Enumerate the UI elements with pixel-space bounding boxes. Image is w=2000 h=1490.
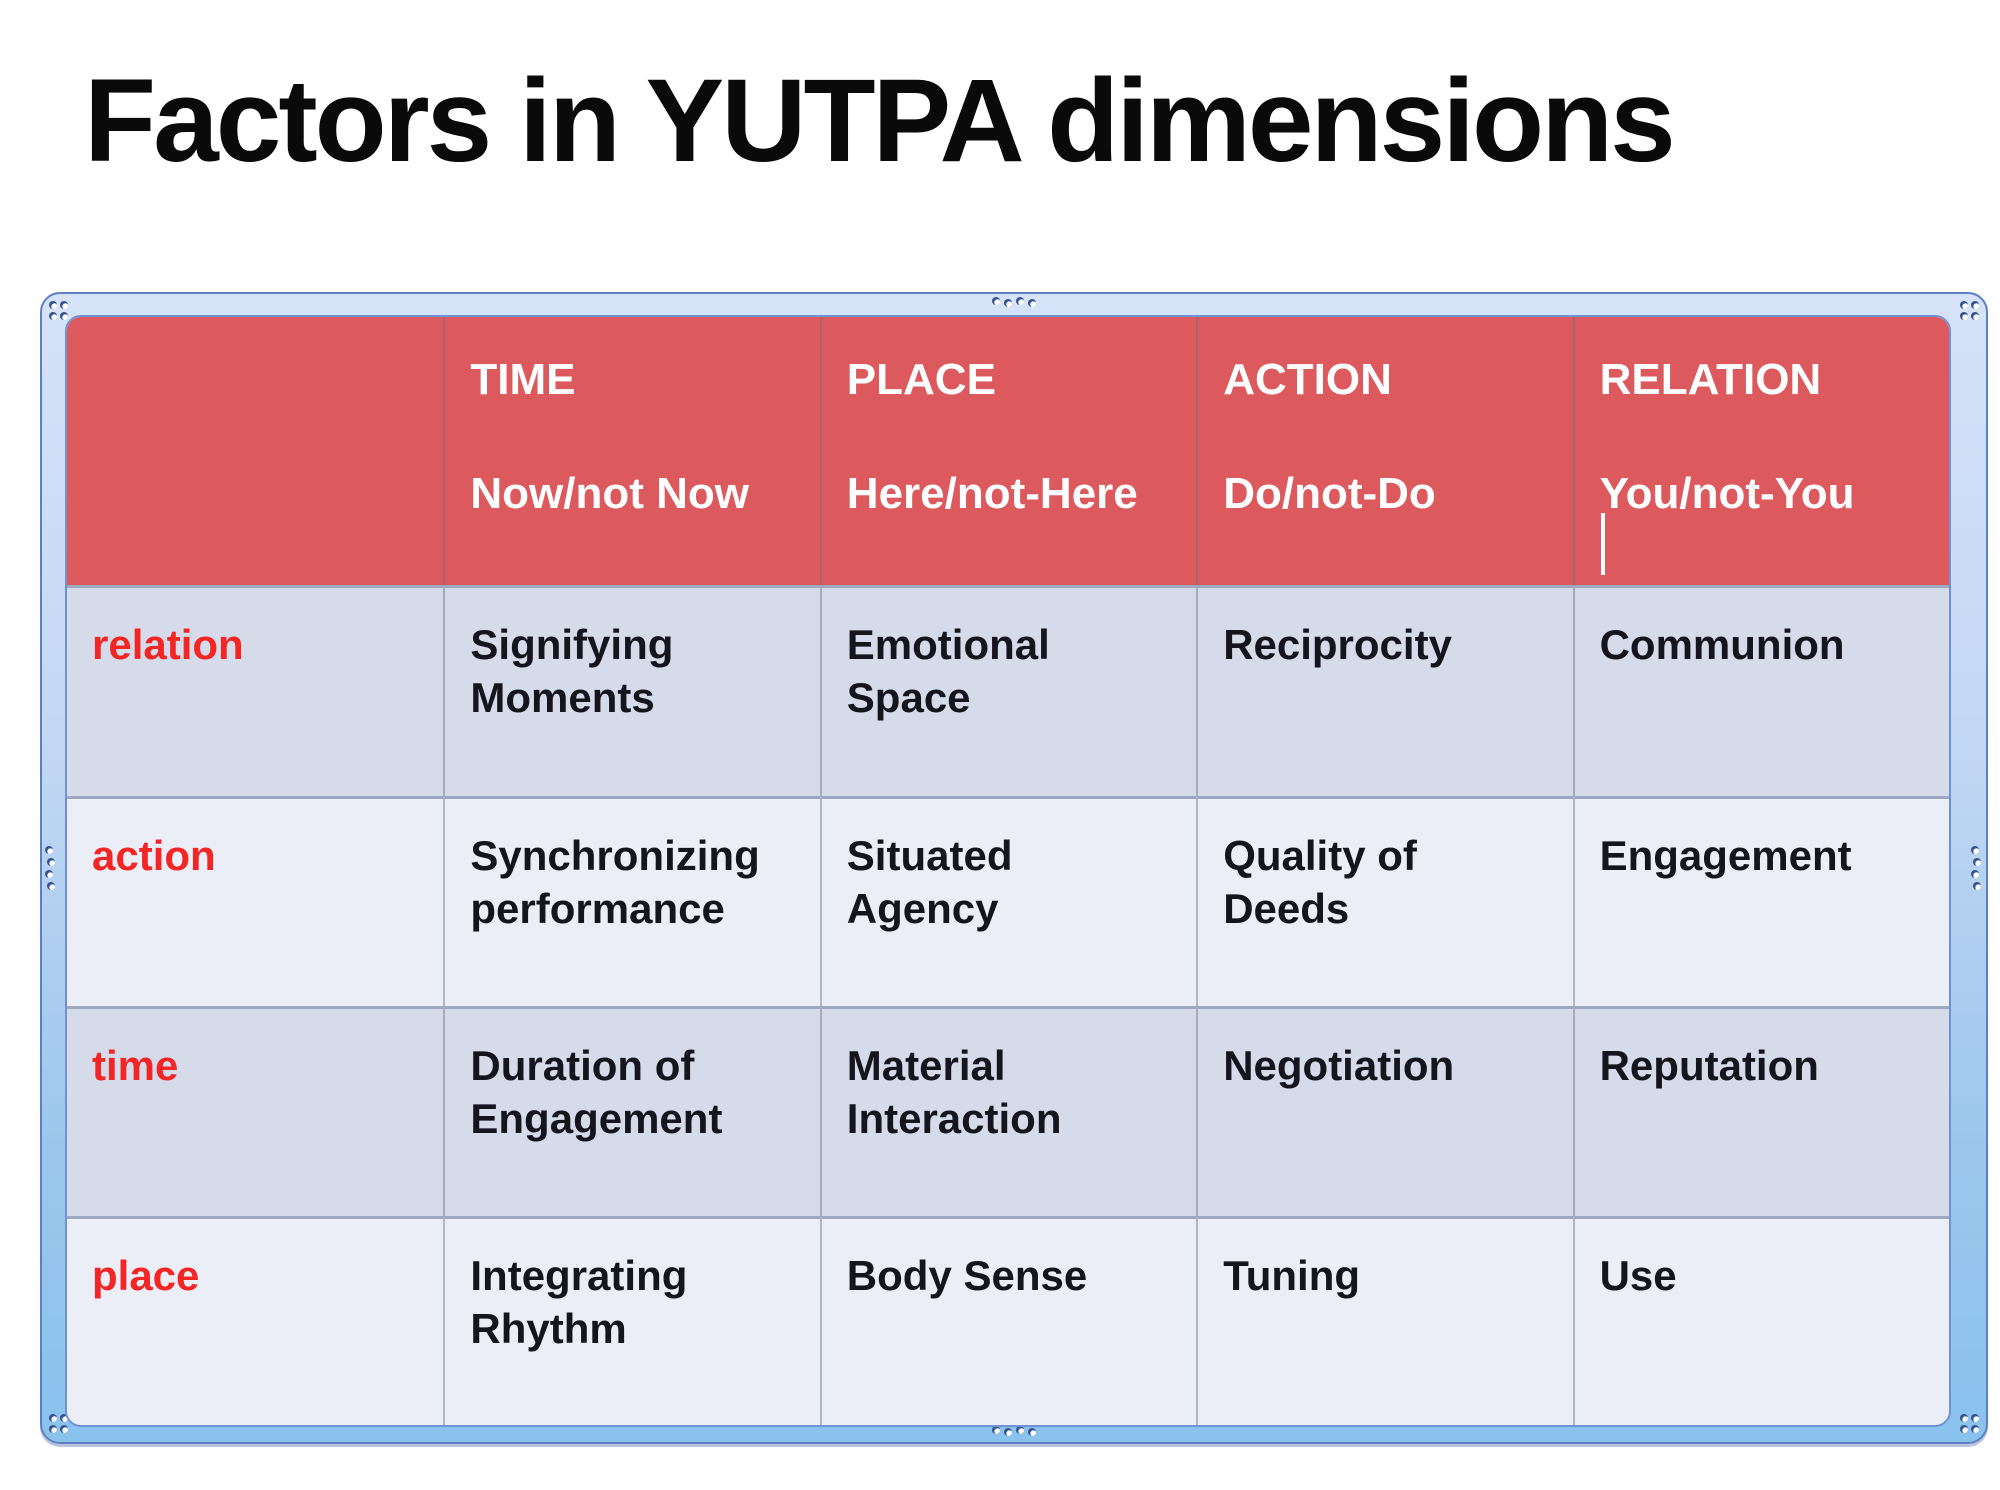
cell-time-relation[interactable]: Reputation <box>1572 1006 1949 1216</box>
row-label-time[interactable]: time <box>67 1006 444 1216</box>
header-cell-action[interactable]: ACTION Do/not-Do <box>1196 317 1573 585</box>
column-title: ACTION <box>1223 355 1392 404</box>
cell-time-action[interactable]: Negotiation <box>1196 1006 1573 1216</box>
text-cursor <box>1600 513 1605 575</box>
cell-relation-time[interactable]: Signifying Moments <box>443 585 820 796</box>
column-subtitle: You/not-You <box>1599 469 1855 518</box>
drag-handle-bottom-icon[interactable] <box>992 1426 1036 1436</box>
column-title: RELATION <box>1599 355 1822 404</box>
row-label-place[interactable]: place <box>67 1216 444 1425</box>
column-subtitle: Do/not-Do <box>1223 469 1436 518</box>
cell-place-action[interactable]: Tuning <box>1196 1216 1573 1425</box>
cell-place-time[interactable]: Integrating Rhythm <box>443 1216 820 1425</box>
slide-title[interactable]: Factors in YUTPA dimensions <box>84 55 1676 187</box>
header-cell-place[interactable]: PLACE Here/not-Here <box>819 317 1197 585</box>
cell-relation-relation[interactable]: Communion <box>1572 585 1949 796</box>
cell-time-place[interactable]: Material Interaction <box>819 1006 1197 1216</box>
cell-action-time[interactable]: Synchronizing performance <box>443 796 820 1006</box>
cell-relation-place[interactable]: Emotional Space <box>819 585 1197 796</box>
header-cell-time[interactable]: TIME Now/not Now <box>443 317 820 585</box>
cell-time-time[interactable]: Duration of Engagement <box>443 1006 820 1216</box>
table-selection-frame[interactable]: TIME Now/not Now PLACE Here/not-Here ACT… <box>40 292 1988 1444</box>
resize-handle-bottom-right-icon[interactable] <box>1960 1414 1979 1433</box>
row-label-relation[interactable]: relation <box>67 585 444 796</box>
resize-handle-bottom-left-icon[interactable] <box>49 1414 68 1433</box>
drag-handle-top-icon[interactable] <box>992 297 1036 307</box>
drag-handle-left-icon[interactable] <box>45 846 55 890</box>
cell-action-place[interactable]: Situated Agency <box>819 796 1197 1006</box>
column-subtitle: Here/not-Here <box>846 469 1138 518</box>
header-cell-relation[interactable]: RELATION You/not-You <box>1572 317 1949 585</box>
column-title: PLACE <box>846 355 996 404</box>
resize-handle-top-right-icon[interactable] <box>1960 301 1979 320</box>
cell-place-place[interactable]: Body Sense <box>819 1216 1197 1425</box>
yutpa-table: TIME Now/not Now PLACE Here/not-Here ACT… <box>65 315 1951 1427</box>
resize-handle-top-left-icon[interactable] <box>49 301 68 320</box>
cell-relation-action[interactable]: Reciprocity <box>1196 585 1573 796</box>
column-subtitle: Now/not Now <box>470 469 749 518</box>
column-title: TIME <box>470 355 576 404</box>
cell-place-relation[interactable]: Use <box>1572 1216 1949 1425</box>
row-label-action[interactable]: action <box>67 796 444 1006</box>
cell-action-relation[interactable]: Engagement <box>1572 796 1949 1006</box>
cell-action-action[interactable]: Quality of Deeds <box>1196 796 1573 1006</box>
header-cell-empty[interactable] <box>67 317 444 585</box>
drag-handle-right-icon[interactable] <box>1971 846 1981 890</box>
